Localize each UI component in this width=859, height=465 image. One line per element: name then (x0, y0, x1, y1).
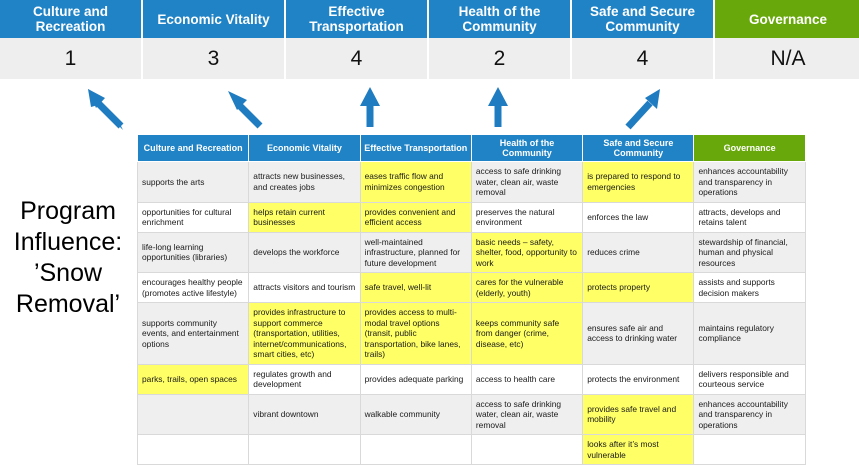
matrix-cell: protects the environment (582, 363, 695, 395)
matrix-cell: walkable community (359, 393, 472, 435)
matrix-cell: encourages healthy people (promotes acti… (136, 272, 250, 303)
matrix-header-culture-and-recreation: Culture and Recreation (136, 134, 250, 162)
matrix-body: supports the arts attracts new businesse… (136, 161, 806, 465)
matrix-cell: enforces the law (582, 201, 695, 233)
matrix-cell: well-maintained infrastructure, planned … (359, 231, 472, 273)
scorecard-header-safe-and-secure-community: Safe and Secure Community (572, 0, 715, 38)
program-influence-caption: Program Influence: ’Snow Removal’ (4, 196, 132, 320)
table-row: parks, trails, open spaces regulates gro… (136, 363, 806, 395)
matrix-cell: provides convenient and efficient access (359, 201, 472, 233)
arrow-safe-and-secure-community (625, 89, 660, 130)
matrix-cell (359, 434, 472, 465)
matrix-header-effective-transportation: Effective Transportation (359, 134, 472, 162)
matrix-cell: looks after it’s most vulnerable (582, 434, 695, 465)
caption-line-3: ’Snow (33, 259, 103, 287)
matrix-header-row: Culture and Recreation Economic Vitality… (136, 134, 806, 162)
matrix-cell: delivers responsible and courteous servi… (693, 363, 806, 395)
influence-matrix: Culture and Recreation Economic Vitality… (136, 134, 806, 465)
matrix-cell: attracts, develops and retains talent (693, 201, 806, 233)
matrix-cell: provides safe travel and mobility (582, 393, 695, 435)
caption-line-2: Influence: (13, 228, 123, 256)
arrow-economic-vitality (228, 91, 263, 129)
scorecard-header-row: Culture and Recreation Economic Vitality… (0, 0, 859, 38)
scorecard-value-safe-and-secure-community: 4 (572, 38, 715, 79)
matrix-cell: keeps community safe from danger (crime,… (470, 302, 584, 365)
matrix-cell: enhances accountability and transparency… (693, 393, 806, 435)
matrix-cell: opportunities for cultural enrichment (136, 201, 250, 233)
matrix-cell: reduces crime (582, 231, 695, 273)
scorecard: Culture and Recreation Economic Vitality… (0, 0, 859, 79)
matrix-cell: preserves the natural environment (470, 201, 584, 233)
arrow-effective-transportation (360, 87, 380, 127)
influence-matrix-table: Culture and Recreation Economic Vitality… (136, 134, 806, 465)
matrix-header-economic-vitality: Economic Vitality (248, 134, 361, 162)
matrix-cell: supports community events, and entertain… (136, 302, 250, 365)
table-row: vibrant downtown walkable community acce… (136, 393, 806, 435)
matrix-cell: safe travel, well-lit (359, 272, 472, 303)
matrix-header-governance: Governance (693, 134, 806, 162)
matrix-cell: access to safe drinking water, clean air… (470, 393, 584, 435)
matrix-cell (693, 434, 806, 465)
table-row: life-long learning opportunities (librar… (136, 231, 806, 273)
matrix-cell: assists and supports decision makers (693, 272, 806, 303)
matrix-cell: develops the workforce (248, 231, 361, 273)
table-row: supports community events, and entertain… (136, 302, 806, 365)
matrix-cell: vibrant downtown (248, 393, 361, 435)
matrix-cell (136, 393, 250, 435)
caption-line-4: Removal’ (15, 290, 121, 318)
matrix-cell: provides infrastructure to support comme… (248, 302, 361, 365)
arrow-culture-and-recreation (88, 89, 124, 130)
table-row: supports the arts attracts new businesse… (136, 161, 806, 203)
caption-line-1: Program (20, 197, 116, 225)
scorecard-value-health-of-the-community: 2 (429, 38, 572, 79)
matrix-cell: life-long learning opportunities (librar… (136, 231, 250, 273)
scorecard-value-economic-vitality: 3 (143, 38, 286, 79)
matrix-cell (470, 434, 584, 465)
arrow-group (88, 87, 660, 130)
matrix-cell: protects property (582, 272, 695, 303)
matrix-header-safe-and-secure-community: Safe and Secure Community (582, 134, 695, 162)
matrix-cell: ensures safe air and access to drinking … (582, 302, 695, 365)
matrix-cell (136, 434, 250, 465)
matrix-cell: maintains regulatory compliance (693, 302, 806, 365)
scorecard-value-culture-and-recreation: 1 (0, 38, 143, 79)
matrix-cell: attracts visitors and tourism (248, 272, 361, 303)
table-row: encourages healthy people (promotes acti… (136, 272, 806, 303)
matrix-cell: provides adequate parking (359, 363, 472, 395)
table-row: opportunities for cultural enrichment he… (136, 201, 806, 233)
matrix-cell: regulates growth and development (248, 363, 361, 395)
scorecard-header-effective-transportation: Effective Transportation (286, 0, 429, 38)
arrow-health-of-the-community (488, 87, 508, 127)
scorecard-header-governance: Governance (715, 0, 859, 38)
matrix-cell: enhances accountability and transparency… (693, 161, 806, 203)
matrix-cell: access to health care (470, 363, 584, 395)
scorecard-header-culture-and-recreation: Culture and Recreation (0, 0, 143, 38)
matrix-cell: attracts new businesses, and creates job… (248, 161, 361, 203)
matrix-cell: parks, trails, open spaces (136, 363, 250, 395)
matrix-cell: supports the arts (136, 161, 250, 203)
matrix-cell: basic needs – safety, shelter, food, opp… (470, 231, 584, 273)
scorecard-header-economic-vitality: Economic Vitality (143, 0, 286, 38)
matrix-cell: eases traffic flow and minimizes congest… (359, 161, 472, 203)
matrix-header-health-of-the-community: Health of the Community (470, 134, 584, 162)
matrix-cell: stewardship of financial, human and phys… (693, 231, 806, 273)
scorecard-value-governance: N/A (715, 38, 859, 79)
matrix-cell: cares for the vulnerable (elderly, youth… (470, 272, 584, 303)
scorecard-value-row: 1 3 4 2 4 N/A (0, 38, 859, 79)
scorecard-header-health-of-the-community: Health of the Community (429, 0, 572, 38)
matrix-cell: helps retain current businesses (248, 201, 361, 233)
matrix-cell (248, 434, 361, 465)
matrix-cell: provides access to multi-modal travel op… (359, 302, 472, 365)
matrix-cell: access to safe drinking water, clean air… (470, 161, 584, 203)
scorecard-value-effective-transportation: 4 (286, 38, 429, 79)
matrix-cell: is prepared to respond to emergencies (582, 161, 695, 203)
table-row: looks after it’s most vulnerable (136, 434, 806, 465)
